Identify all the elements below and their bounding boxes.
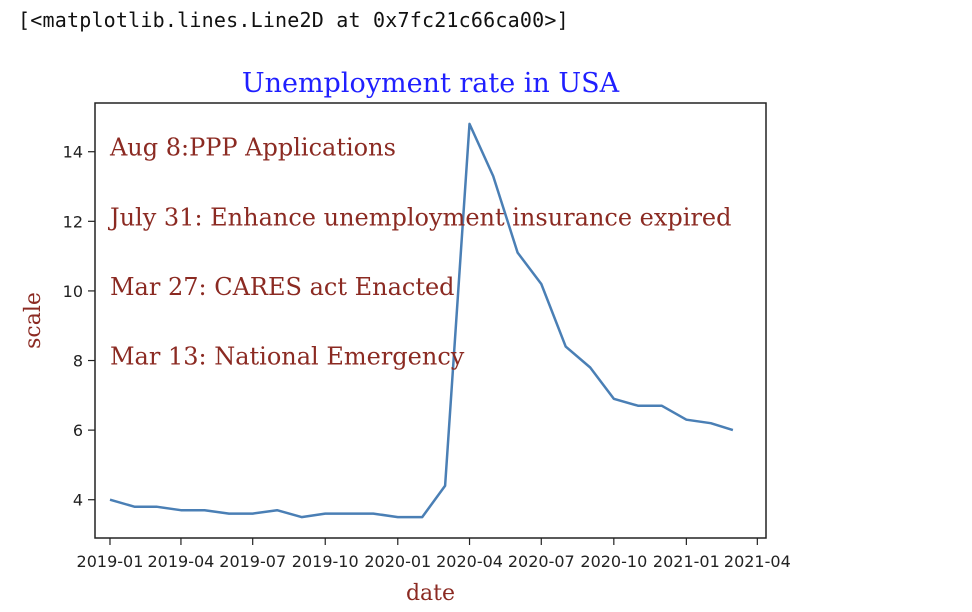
x-tick-label: 2020-01 — [364, 552, 431, 571]
y-tick-label: 8 — [73, 352, 83, 371]
annotation-text: Mar 27: CARES act Enacted — [110, 273, 455, 301]
y-tick-label: 4 — [73, 491, 83, 510]
x-tick-label: 2020-07 — [508, 552, 575, 571]
x-tick-label: 2019-07 — [219, 552, 286, 571]
x-tick-label: 2019-01 — [77, 552, 144, 571]
x-tick-label: 2021-01 — [653, 552, 720, 571]
chart-title: Unemployment rate in USA — [242, 68, 620, 99]
x-axis-label: date — [406, 581, 455, 606]
y-tick-label: 12 — [63, 212, 83, 231]
x-axis-ticks: 2019-01 2019-04 2019-07 2019-10 2020-01 2020-… — [77, 538, 791, 571]
annotation-text: Mar 13: National Emergency — [110, 343, 465, 371]
y-axis-ticks: 4 6 8 10 12 14 — [63, 143, 95, 510]
x-tick-label: 2019-10 — [292, 552, 359, 571]
y-axis-label: scale — [21, 292, 46, 349]
y-tick-label: 14 — [63, 143, 83, 162]
output-repr-text: [<matplotlib.lines.Line2D at 0x7fc21c66c… — [18, 8, 569, 32]
x-tick-label: 2019-04 — [148, 552, 215, 571]
y-tick-label: 6 — [73, 421, 83, 440]
x-tick-label: 2021-04 — [724, 552, 791, 571]
axes-frame — [94, 102, 767, 539]
unemployment-rate-line — [109, 122, 734, 519]
x-tick-label: 2020-04 — [436, 552, 503, 571]
annotation-text: July 31: Enhance unemployment insurance … — [107, 203, 732, 231]
annotation-text: Aug 8:PPP Applications — [109, 134, 396, 162]
x-tick-label: 2020-10 — [580, 552, 647, 571]
annotations: Aug 8:PPP Applications July 31: Enhance u… — [107, 134, 732, 371]
y-tick-label: 10 — [63, 282, 83, 301]
